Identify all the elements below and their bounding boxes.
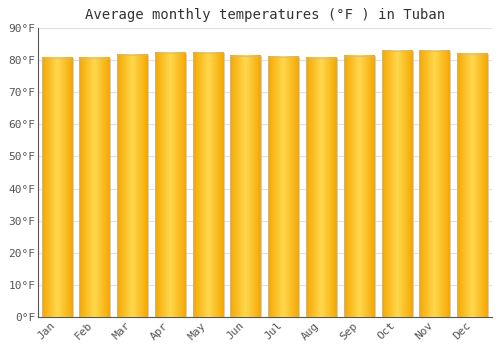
Bar — [344, 56, 375, 317]
Bar — [420, 51, 450, 317]
Bar — [155, 54, 186, 317]
Title: Average monthly temperatures (°F ) in Tuban: Average monthly temperatures (°F ) in Tu… — [85, 8, 445, 22]
Bar — [42, 58, 72, 317]
Bar — [306, 58, 337, 317]
Bar — [230, 56, 262, 317]
Bar — [80, 58, 110, 317]
Bar — [117, 55, 148, 317]
Bar — [382, 51, 412, 317]
Bar — [192, 53, 224, 317]
Bar — [458, 54, 488, 317]
Bar — [268, 57, 300, 317]
